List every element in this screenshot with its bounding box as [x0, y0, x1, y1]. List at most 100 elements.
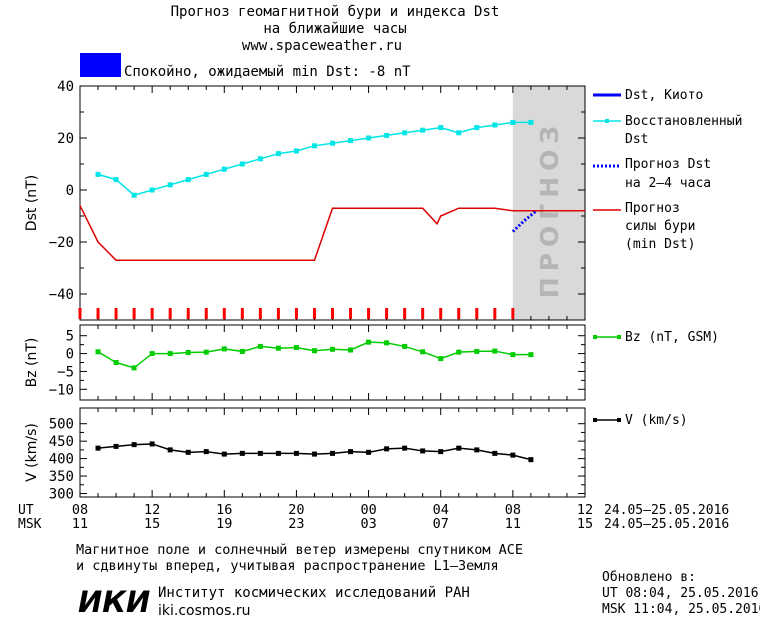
data-point: [438, 125, 444, 131]
y-tick-label: −10: [49, 382, 74, 398]
site-url: www.spaceweather.ru: [242, 38, 402, 54]
y-tick-label: 450: [49, 434, 74, 450]
data-point: [221, 166, 227, 172]
data-point: [257, 156, 263, 162]
data-point: [221, 346, 227, 352]
data-point: [203, 349, 209, 355]
legend-dst-restored-marker: [605, 119, 609, 123]
ut-tick-label: 12: [577, 502, 593, 518]
data-point: [330, 450, 335, 456]
data-point: [456, 445, 462, 451]
status-text: Спокойно, ожидаемый min Dst: -8 nT: [124, 64, 411, 80]
series-line-2-1: [97, 341, 531, 369]
institute-site: iki.cosmos.ru: [158, 603, 250, 619]
data-point: [239, 161, 245, 167]
y-tick-label: 20: [57, 131, 74, 147]
y-tick-label: 300: [49, 487, 74, 503]
data-point: [257, 343, 263, 349]
y-tick-label: 0: [66, 347, 74, 363]
data-point: [474, 447, 480, 453]
data-point: [474, 348, 480, 354]
legend: Dst, Киото Восстановленный Dst Прогноз D…: [593, 88, 742, 428]
data-point: [510, 119, 516, 125]
data-point: [510, 452, 516, 458]
data-point: [149, 441, 155, 447]
legend-bz: Bz (nT, GSM): [625, 330, 719, 345]
ut-tick-label: 12: [144, 502, 160, 518]
data-point: [438, 449, 444, 455]
legend-storm-2: силы бури: [625, 219, 695, 234]
data-point: [330, 140, 335, 146]
data-point: [95, 349, 101, 355]
msk-tick-label: 11: [505, 516, 521, 532]
data-point: [456, 130, 462, 136]
msk-tick-label: 07: [433, 516, 449, 532]
data-point: [239, 450, 245, 456]
data-point: [221, 451, 227, 457]
y-tick-label: −40: [49, 287, 74, 303]
data-point: [438, 356, 444, 362]
data-point: [311, 451, 317, 457]
y-axis-label-3: V (km/s): [24, 423, 40, 482]
legend-storm-3: (min Dst): [625, 237, 695, 252]
series-line-1-2: [511, 209, 538, 233]
data-point: [384, 340, 390, 346]
y-axis-label-1: Dst (nT): [24, 175, 40, 231]
data-point: [366, 339, 372, 345]
data-point: [95, 171, 101, 177]
legend-dst-kyoto: Dst, Киото: [625, 88, 703, 103]
msk-tick-label: 15: [144, 516, 160, 532]
data-point: [131, 365, 137, 371]
data-point: [492, 348, 498, 354]
data-point: [474, 125, 480, 131]
data-point: [366, 449, 372, 455]
ut-tick-label: 08: [72, 502, 88, 518]
data-point: [311, 143, 317, 149]
data-point: [275, 345, 281, 351]
data-point: [348, 138, 354, 144]
data-point: [167, 447, 173, 453]
series-line-1-3: [79, 205, 585, 261]
data-point: [203, 449, 209, 455]
chart-title-line1: Прогноз геомагнитной бури и индекса Dst: [171, 4, 500, 20]
legend-dst-forecast-1: Прогноз Dst: [625, 157, 711, 172]
legend-v-marker: [593, 418, 597, 422]
data-point: [330, 346, 335, 352]
legend-bz-marker: [593, 335, 597, 339]
date-range-msk: 24.05–25.05.2016: [604, 517, 729, 532]
data-point: [420, 349, 426, 355]
data-point: [185, 350, 191, 355]
ut-tick-label: 08: [505, 502, 521, 518]
ut-tick-label: 20: [288, 502, 304, 518]
data-point: [402, 445, 408, 451]
status-color-swatch: [80, 53, 121, 77]
data-point: [402, 343, 408, 349]
data-point: [113, 177, 119, 183]
y-tick-label: 40: [57, 79, 74, 95]
data-point: [528, 352, 534, 358]
data-point: [366, 135, 372, 141]
data-point: [275, 450, 281, 456]
data-point: [167, 351, 173, 357]
data-point: [275, 151, 281, 157]
msk-tick-label: 03: [360, 516, 376, 532]
data-point: [149, 187, 155, 193]
data-point: [95, 445, 101, 451]
msk-tick-label: 15: [577, 516, 593, 532]
legend-dst-restored-1: Восстановленный: [625, 114, 742, 129]
data-point: [203, 171, 209, 177]
updated-msk: MSK 11:04, 25.05.2016: [602, 602, 760, 617]
panel-frame-1: [79, 85, 586, 321]
legend-storm-1: Прогноз: [625, 201, 680, 216]
chart-title-line2: на ближайшие часы: [263, 21, 406, 37]
updated-ut: UT 08:04, 25.05.2016: [602, 586, 759, 601]
ut-tick-label: 04: [433, 502, 449, 518]
y-axis-label-2: Bz (nT): [24, 338, 40, 388]
data-point: [348, 449, 354, 455]
institute-name: Институт космических исследований РАН: [158, 585, 470, 601]
y-tick-label: 500: [49, 417, 74, 433]
data-point: [311, 348, 317, 354]
updated-label: Обновлено в:: [602, 570, 696, 585]
ut-tick-label: 00: [360, 502, 376, 518]
